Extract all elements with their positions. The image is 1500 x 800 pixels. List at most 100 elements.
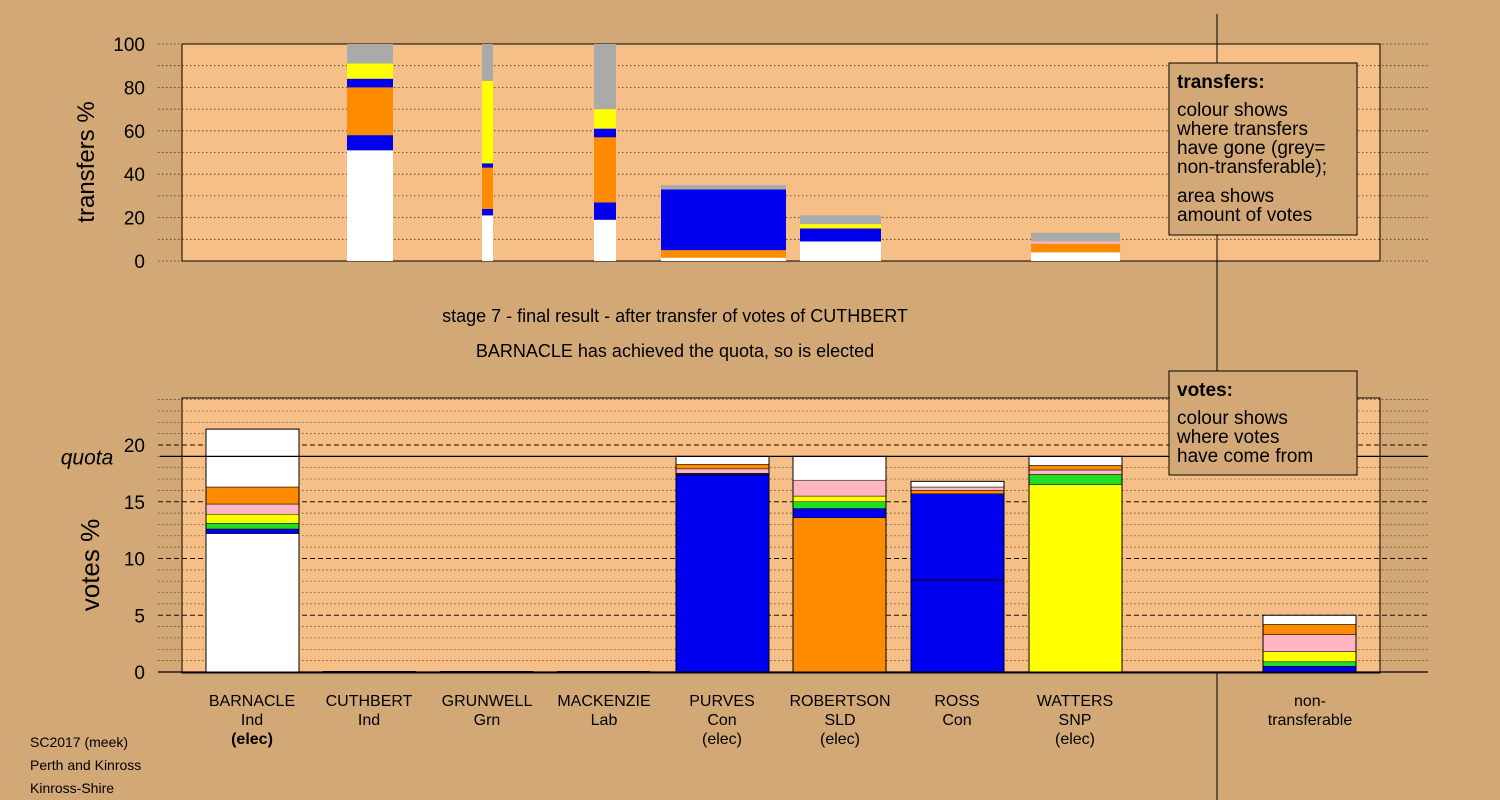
transfer-segment <box>347 63 393 79</box>
transfer-segment <box>482 44 493 81</box>
transfer-segment <box>347 135 393 151</box>
transfer-segment <box>800 241 881 261</box>
candidate-label-party: Con <box>942 712 971 729</box>
candidate-label-name: ROBERTSON <box>789 693 890 710</box>
vote-segment <box>1262 615 1357 625</box>
votes-y-axis-label: votes % <box>75 519 105 612</box>
footer-line: SC2017 (meek) <box>30 734 128 750</box>
votes-tick-label: 5 <box>134 606 145 627</box>
transfer-segment <box>347 44 393 64</box>
vote-segment <box>205 428 300 488</box>
vote-segment <box>675 468 770 474</box>
transfers-legend-line: amount of votes <box>1177 205 1312 226</box>
transfer-segment <box>1031 241 1120 244</box>
votes-legend-title: votes: <box>1177 380 1233 401</box>
vote-segment <box>792 495 887 503</box>
transfer-segment <box>594 44 616 110</box>
transfer-segment <box>347 78 393 88</box>
vote-segment <box>205 513 300 524</box>
candidate-label-name: BARNACLE <box>209 693 295 710</box>
candidate-label-name: non- <box>1294 693 1326 710</box>
transfers-legend-box <box>1168 62 1358 236</box>
vote-segment <box>1262 661 1357 667</box>
transfers-y-ticks: 0 20 40 60 80 100 <box>113 35 145 273</box>
transfers-legend-line: have gone (grey= <box>1177 138 1325 159</box>
vote-bar-outline <box>205 428 300 673</box>
vote-segment <box>792 508 887 518</box>
vote-segment <box>910 490 1005 495</box>
transfer-segment <box>594 109 616 129</box>
vote-segment <box>1262 651 1357 663</box>
votes-panel: 0 5 10 15 20 quota votes % BARNACLE Ind (elec)… <box>61 397 1428 748</box>
candidate-label-name: ROSS <box>934 693 979 710</box>
votes-legend-line: colour shows <box>1177 408 1288 429</box>
votes-y-ticks: 0 5 10 15 20 <box>124 436 145 684</box>
vote-segment <box>205 528 300 534</box>
vote-segment <box>792 456 887 481</box>
transfer-segment <box>482 215 493 261</box>
transfer-segment <box>482 208 493 216</box>
candidate-labels: BARNACLE Ind (elec) CUTHBERT Ind GRUNWELL Grn M… <box>209 693 1352 748</box>
transfers-tick-label: 100 <box>113 35 145 56</box>
transfer-segment <box>594 202 616 220</box>
candidate-label-party: Lab <box>591 712 618 729</box>
candidate-label-party: transferable <box>1268 712 1353 729</box>
vote-segment <box>792 479 887 497</box>
transfers-legend-line: area shows <box>1177 186 1274 207</box>
transfer-segment <box>347 87 393 136</box>
transfer-segment <box>482 167 493 209</box>
transfers-y-axis-label: transfers % <box>73 101 100 222</box>
transfer-segment <box>1031 232 1120 242</box>
vote-segment <box>910 481 1005 488</box>
vote-segment <box>1262 666 1357 673</box>
candidate-label-status: (elec) <box>702 731 742 748</box>
transfers-legend-line: where transfers <box>1176 119 1308 140</box>
votes-legend-line: where votes <box>1176 427 1279 448</box>
candidate-label-name: CUTHBERT <box>326 693 413 710</box>
vote-segment <box>1262 634 1357 652</box>
transfer-segment <box>800 224 881 229</box>
vote-segment <box>205 486 300 505</box>
candidate-label-name: MACKENZIE <box>557 693 650 710</box>
result-caption: BARNACLE has achieved the quota, so is e… <box>476 341 874 361</box>
vote-segment <box>675 456 770 465</box>
candidate-label-name: GRUNWELL <box>442 693 533 710</box>
votes-tick-label: 20 <box>124 436 145 457</box>
votes-bars <box>205 428 1357 673</box>
votes-legend: votes: colour shows where votes have com… <box>1168 370 1358 476</box>
vote-bar-outline <box>910 480 1005 673</box>
transfer-segment <box>661 250 786 258</box>
vote-segment <box>910 493 1005 673</box>
transfers-legend-line: non-transferable); <box>1177 157 1327 178</box>
transfers-tick-label: 40 <box>124 165 145 186</box>
footer-line: Perth and Kinross <box>30 757 141 773</box>
vote-segment <box>1028 469 1123 475</box>
transfers-tick-label: 80 <box>124 78 145 99</box>
transfer-segment <box>482 163 493 168</box>
votes-legend-line: have come from <box>1177 446 1313 467</box>
vote-segment <box>910 486 1005 491</box>
transfers-legend-line: colour shows <box>1177 100 1288 121</box>
vote-segment <box>1028 474 1123 485</box>
votes-tick-label: 10 <box>124 550 145 571</box>
vote-segment <box>792 501 887 509</box>
transfer-segment <box>594 137 616 203</box>
vote-segment <box>1028 465 1123 471</box>
transfer-segment <box>661 185 786 190</box>
transfer-segment <box>661 189 786 251</box>
candidate-label-status: (elec) <box>820 731 860 748</box>
vote-segment <box>1028 484 1123 673</box>
quota-label: quota <box>61 446 114 469</box>
transfer-segment <box>482 80 493 164</box>
candidate-label-party: Con <box>707 712 736 729</box>
vote-segment <box>205 503 300 515</box>
transfers-tick-label: 20 <box>124 209 145 230</box>
transfer-segment <box>1031 252 1120 261</box>
candidate-label-name: PURVES <box>689 693 755 710</box>
candidate-label-status: (elec) <box>231 731 273 748</box>
candidate-label-name: WATTERS <box>1037 693 1113 710</box>
transfer-segment <box>1031 243 1120 253</box>
transfers-bars <box>347 44 1120 261</box>
vote-segment <box>205 523 300 530</box>
